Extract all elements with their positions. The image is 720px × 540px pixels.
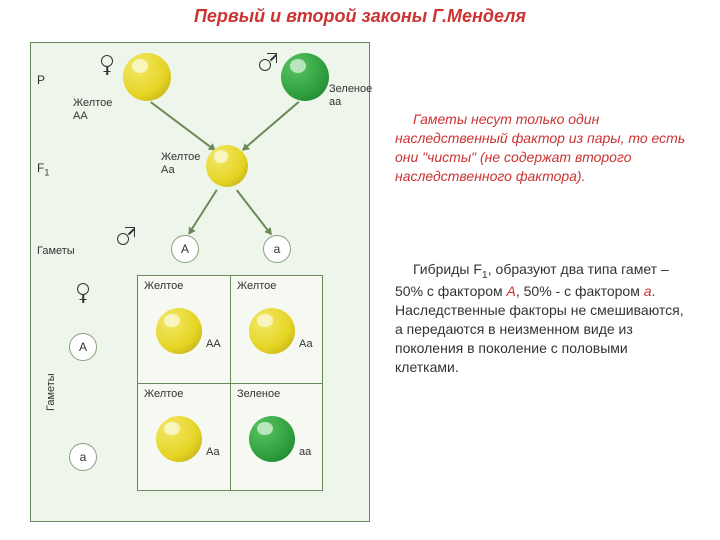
male-icon <box>259 59 271 71</box>
gamete-a-top: а <box>263 235 291 263</box>
arrow <box>150 101 215 151</box>
cell-genotype: Аа <box>206 446 220 458</box>
gamete-A-top: А <box>171 235 199 263</box>
cell-sphere <box>249 308 295 354</box>
text-gametes-purity: Гаметы несут только один наследственный … <box>395 110 695 186</box>
parent-yellow-sphere <box>123 53 171 101</box>
cell-genotype: АА <box>206 338 221 350</box>
female-icon <box>77 283 89 295</box>
cell-sphere <box>249 416 295 462</box>
page-title: Первый и второй законы Г.Менделя <box>0 6 720 27</box>
label-P: P <box>37 73 45 87</box>
gamete-a-side: а <box>69 443 97 471</box>
cell-label: Зеленое <box>237 388 280 400</box>
arrow <box>236 189 272 234</box>
label-gametes-side: Гаметы <box>45 373 57 411</box>
f1-sphere <box>206 145 248 187</box>
arrow <box>188 189 218 234</box>
label-F1: F1 <box>37 161 49 177</box>
f1-label: ЖелтоеАа <box>161 151 200 176</box>
female-icon <box>101 55 113 67</box>
punnett-hline <box>138 383 322 384</box>
text-hybrid-gametes: Гибриды F1, образуют два типа гамет – 50… <box>395 260 695 376</box>
arrow <box>242 101 299 151</box>
cell-label: Желтое <box>144 280 183 292</box>
cell-genotype: аа <box>299 446 311 458</box>
punnett-square: Желтое АА Желтое Аа Желтое Аа Зеленое аа <box>137 275 323 491</box>
cell-sphere <box>156 416 202 462</box>
cell-sphere <box>156 308 202 354</box>
cell-label: Желтое <box>144 388 183 400</box>
label-gametes-top: Гаметы <box>37 245 75 257</box>
parent-green-label: Зеленоеаа <box>329 83 372 108</box>
gamete-A-side: А <box>69 333 97 361</box>
parent-yellow-label: ЖелтоеАА <box>73 97 112 122</box>
mendel-diagram: P F1 Гаметы Гаметы ЖелтоеАА Зеленоеаа Же… <box>30 42 370 522</box>
cell-genotype: Аа <box>299 338 313 350</box>
cell-label: Желтое <box>237 280 276 292</box>
parent-green-sphere <box>281 53 329 101</box>
male-icon <box>117 233 129 245</box>
